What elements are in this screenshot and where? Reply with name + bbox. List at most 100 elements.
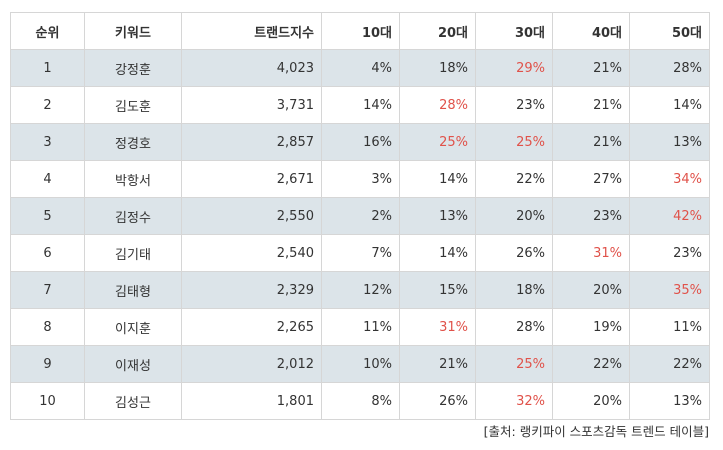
keyword-cell: 김도훈 bbox=[84, 86, 182, 124]
table-row: 5 김정수 2,550 2% 13% 20% 23% 42% bbox=[10, 197, 710, 235]
rank-cell: 2 bbox=[10, 86, 85, 124]
age-40s-cell: 19% bbox=[552, 308, 630, 346]
age-20s-cell: 31% bbox=[399, 308, 476, 346]
header-trend-index: 트랜드지수 bbox=[181, 12, 322, 50]
rank-cell: 6 bbox=[10, 234, 85, 272]
table-row: 6 김기태 2,540 7% 14% 26% 31% 23% bbox=[10, 234, 710, 272]
age-30s-cell: 26% bbox=[475, 234, 553, 272]
age-30s-cell: 23% bbox=[475, 86, 553, 124]
source-caption: [출처: 랭키파이 스포츠감독 트렌드 테이블] bbox=[483, 424, 709, 439]
header-age-30s: 30대 bbox=[475, 12, 553, 50]
keyword-cell: 김기태 bbox=[84, 234, 182, 272]
age-50s-cell: 35% bbox=[629, 271, 710, 309]
age-10s-cell: 3% bbox=[321, 160, 400, 198]
header-age-40s: 40대 bbox=[552, 12, 630, 50]
keyword-cell: 김태형 bbox=[84, 271, 182, 309]
age-50s-cell: 13% bbox=[629, 382, 710, 420]
keyword-cell: 김정수 bbox=[84, 197, 182, 235]
age-30s-cell: 22% bbox=[475, 160, 553, 198]
age-10s-cell: 16% bbox=[321, 123, 400, 161]
age-10s-cell: 2% bbox=[321, 197, 400, 235]
table-row: 8 이지훈 2,265 11% 31% 28% 19% 11% bbox=[10, 308, 710, 346]
age-50s-cell: 13% bbox=[629, 123, 710, 161]
age-20s-cell: 25% bbox=[399, 123, 476, 161]
rank-cell: 7 bbox=[10, 271, 85, 309]
age-50s-cell: 14% bbox=[629, 86, 710, 124]
trend-index-cell: 4,023 bbox=[181, 49, 322, 87]
age-40s-cell: 23% bbox=[552, 197, 630, 235]
age-30s-cell: 25% bbox=[475, 123, 553, 161]
trend-index-cell: 2,671 bbox=[181, 160, 322, 198]
trend-index-cell: 2,857 bbox=[181, 123, 322, 161]
age-30s-cell: 25% bbox=[475, 345, 553, 383]
age-40s-cell: 31% bbox=[552, 234, 630, 272]
age-10s-cell: 11% bbox=[321, 308, 400, 346]
age-30s-cell: 20% bbox=[475, 197, 553, 235]
age-10s-cell: 12% bbox=[321, 271, 400, 309]
keyword-cell: 정경호 bbox=[84, 123, 182, 161]
header-age-50s: 50대 bbox=[629, 12, 710, 50]
age-40s-cell: 27% bbox=[552, 160, 630, 198]
keyword-cell: 이재성 bbox=[84, 345, 182, 383]
age-50s-cell: 42% bbox=[629, 197, 710, 235]
trend-index-cell: 3,731 bbox=[181, 86, 322, 124]
table-row: 4 박항서 2,671 3% 14% 22% 27% 34% bbox=[10, 160, 710, 198]
rank-cell: 4 bbox=[10, 160, 85, 198]
keyword-cell: 김성근 bbox=[84, 382, 182, 420]
trend-table-container: 순위 키워드 트랜드지수 10대 20대 30대 40대 50대 1 강정훈 4,0… bbox=[10, 12, 710, 420]
table-row: 10 김성근 1,801 8% 26% 32% 20% 13% bbox=[10, 382, 710, 420]
age-30s-cell: 32% bbox=[475, 382, 553, 420]
trend-index-cell: 1,801 bbox=[181, 382, 322, 420]
age-20s-cell: 21% bbox=[399, 345, 476, 383]
age-40s-cell: 21% bbox=[552, 49, 630, 87]
age-10s-cell: 7% bbox=[321, 234, 400, 272]
age-10s-cell: 10% bbox=[321, 345, 400, 383]
table-row: 9 이재성 2,012 10% 21% 25% 22% 22% bbox=[10, 345, 710, 383]
age-50s-cell: 11% bbox=[629, 308, 710, 346]
age-50s-cell: 22% bbox=[629, 345, 710, 383]
age-30s-cell: 28% bbox=[475, 308, 553, 346]
trend-index-cell: 2,540 bbox=[181, 234, 322, 272]
header-age-20s: 20대 bbox=[399, 12, 476, 50]
age-20s-cell: 18% bbox=[399, 49, 476, 87]
age-40s-cell: 21% bbox=[552, 86, 630, 124]
header-keyword: 키워드 bbox=[84, 12, 182, 50]
table-header-row: 순위 키워드 트랜드지수 10대 20대 30대 40대 50대 bbox=[10, 12, 710, 50]
age-30s-cell: 29% bbox=[475, 49, 553, 87]
keyword-cell: 박항서 bbox=[84, 160, 182, 198]
age-50s-cell: 34% bbox=[629, 160, 710, 198]
age-10s-cell: 4% bbox=[321, 49, 400, 87]
table-row: 1 강정훈 4,023 4% 18% 29% 21% 28% bbox=[10, 49, 710, 87]
table-row: 2 김도훈 3,731 14% 28% 23% 21% 14% bbox=[10, 86, 710, 124]
rank-cell: 1 bbox=[10, 49, 85, 87]
header-rank: 순위 bbox=[10, 12, 85, 50]
age-40s-cell: 22% bbox=[552, 345, 630, 383]
table-row: 7 김태형 2,329 12% 15% 18% 20% 35% bbox=[10, 271, 710, 309]
age-20s-cell: 26% bbox=[399, 382, 476, 420]
header-age-10s: 10대 bbox=[321, 12, 400, 50]
keyword-cell: 이지훈 bbox=[84, 308, 182, 346]
table-body: 1 강정훈 4,023 4% 18% 29% 21% 28% 2 김도훈 3,731 14% 28% 23… bbox=[10, 49, 710, 420]
age-50s-cell: 28% bbox=[629, 49, 710, 87]
age-40s-cell: 21% bbox=[552, 123, 630, 161]
age-10s-cell: 14% bbox=[321, 86, 400, 124]
age-20s-cell: 14% bbox=[399, 234, 476, 272]
age-50s-cell: 23% bbox=[629, 234, 710, 272]
rank-cell: 9 bbox=[10, 345, 85, 383]
trend-index-cell: 2,012 bbox=[181, 345, 322, 383]
trend-index-cell: 2,265 bbox=[181, 308, 322, 346]
keyword-cell: 강정훈 bbox=[84, 49, 182, 87]
rank-cell: 3 bbox=[10, 123, 85, 161]
trend-index-cell: 2,329 bbox=[181, 271, 322, 309]
trend-table: 순위 키워드 트랜드지수 10대 20대 30대 40대 50대 1 강정훈 4,0… bbox=[10, 12, 710, 420]
age-40s-cell: 20% bbox=[552, 382, 630, 420]
age-20s-cell: 15% bbox=[399, 271, 476, 309]
table-row: 3 정경호 2,857 16% 25% 25% 21% 13% bbox=[10, 123, 710, 161]
rank-cell: 10 bbox=[10, 382, 85, 420]
age-20s-cell: 13% bbox=[399, 197, 476, 235]
age-20s-cell: 14% bbox=[399, 160, 476, 198]
age-30s-cell: 18% bbox=[475, 271, 553, 309]
trend-index-cell: 2,550 bbox=[181, 197, 322, 235]
age-10s-cell: 8% bbox=[321, 382, 400, 420]
rank-cell: 8 bbox=[10, 308, 85, 346]
